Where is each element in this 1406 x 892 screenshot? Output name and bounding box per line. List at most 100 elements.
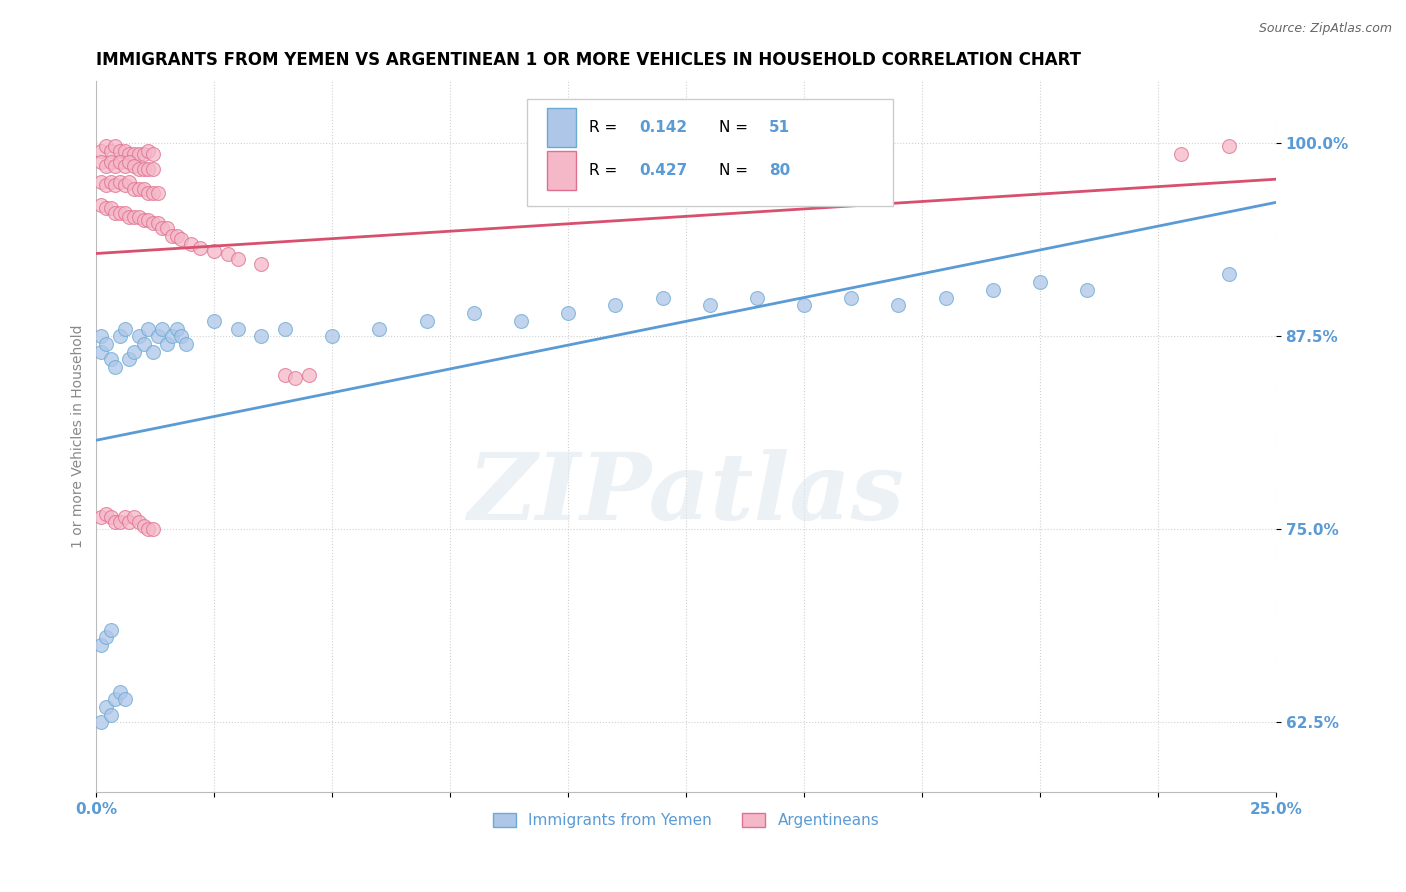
- Point: [118, 154, 141, 169]
- Point: [94, 139, 117, 153]
- Point: [114, 205, 136, 219]
- Point: [132, 337, 155, 351]
- Point: [90, 198, 112, 212]
- Y-axis label: 1 or more Vehicles in Household: 1 or more Vehicles in Household: [72, 325, 86, 549]
- Point: [94, 201, 117, 215]
- Point: [981, 283, 1004, 297]
- Point: [122, 182, 145, 196]
- Point: [94, 159, 117, 173]
- Point: [128, 182, 150, 196]
- Point: [605, 298, 627, 312]
- Point: [368, 321, 391, 335]
- Point: [142, 522, 165, 536]
- Point: [104, 205, 127, 219]
- Point: [104, 515, 127, 529]
- Point: [1170, 147, 1192, 161]
- Point: [142, 217, 165, 231]
- Point: [114, 178, 136, 192]
- Point: [118, 515, 141, 529]
- Point: [118, 352, 141, 367]
- FancyBboxPatch shape: [547, 108, 576, 147]
- Point: [118, 175, 141, 189]
- Text: N =: N =: [718, 162, 754, 178]
- Point: [415, 314, 437, 328]
- Point: [180, 236, 202, 251]
- Point: [146, 186, 169, 200]
- Point: [118, 211, 141, 225]
- Point: [142, 344, 165, 359]
- Point: [217, 247, 239, 261]
- Point: [699, 298, 721, 312]
- Point: [90, 510, 112, 524]
- Point: [250, 257, 273, 271]
- Text: N =: N =: [718, 120, 754, 135]
- Point: [108, 144, 131, 158]
- Point: [226, 321, 249, 335]
- Point: [142, 186, 165, 200]
- Point: [122, 211, 145, 225]
- FancyBboxPatch shape: [547, 151, 576, 190]
- Point: [128, 147, 150, 161]
- Point: [132, 162, 155, 177]
- Point: [104, 159, 127, 173]
- Point: [156, 221, 179, 235]
- Point: [170, 329, 193, 343]
- Point: [839, 291, 862, 305]
- Point: [132, 147, 155, 161]
- Point: [114, 321, 136, 335]
- Point: [90, 329, 112, 343]
- Point: [1029, 275, 1052, 289]
- Point: [250, 329, 273, 343]
- Point: [104, 692, 127, 706]
- Point: [1218, 268, 1240, 282]
- Text: R =: R =: [589, 162, 623, 178]
- Point: [100, 352, 122, 367]
- Text: 0.142: 0.142: [638, 120, 688, 135]
- Point: [321, 329, 343, 343]
- Point: [90, 154, 112, 169]
- Point: [793, 298, 815, 312]
- FancyBboxPatch shape: [527, 99, 893, 206]
- Point: [283, 371, 305, 385]
- Point: [122, 159, 145, 173]
- Point: [100, 144, 122, 158]
- Point: [104, 139, 127, 153]
- Point: [100, 154, 122, 169]
- Point: [651, 291, 673, 305]
- Point: [94, 337, 117, 351]
- Point: [1076, 283, 1098, 297]
- Point: [104, 178, 127, 192]
- Point: [104, 360, 127, 375]
- Point: [202, 244, 225, 259]
- Point: [94, 178, 117, 192]
- Point: [745, 291, 768, 305]
- Point: [142, 147, 165, 161]
- Point: [108, 515, 131, 529]
- Point: [94, 700, 117, 714]
- Point: [202, 314, 225, 328]
- Point: [114, 144, 136, 158]
- Point: [136, 186, 159, 200]
- Point: [557, 306, 579, 320]
- Legend: Immigrants from Yemen, Argentineans: Immigrants from Yemen, Argentineans: [486, 806, 886, 834]
- Point: [128, 329, 150, 343]
- Point: [114, 692, 136, 706]
- Point: [170, 232, 193, 246]
- Point: [114, 510, 136, 524]
- Point: [100, 707, 122, 722]
- Point: [108, 329, 131, 343]
- Point: [122, 344, 145, 359]
- Point: [156, 337, 179, 351]
- Point: [887, 298, 910, 312]
- Point: [160, 228, 183, 243]
- Point: [118, 147, 141, 161]
- Point: [1218, 139, 1240, 153]
- Point: [188, 241, 211, 255]
- Text: IMMIGRANTS FROM YEMEN VS ARGENTINEAN 1 OR MORE VEHICLES IN HOUSEHOLD CORRELATION: IMMIGRANTS FROM YEMEN VS ARGENTINEAN 1 O…: [97, 51, 1081, 69]
- Point: [108, 684, 131, 698]
- Point: [298, 368, 321, 382]
- Point: [108, 154, 131, 169]
- Point: [132, 519, 155, 533]
- Point: [174, 337, 197, 351]
- Point: [136, 321, 159, 335]
